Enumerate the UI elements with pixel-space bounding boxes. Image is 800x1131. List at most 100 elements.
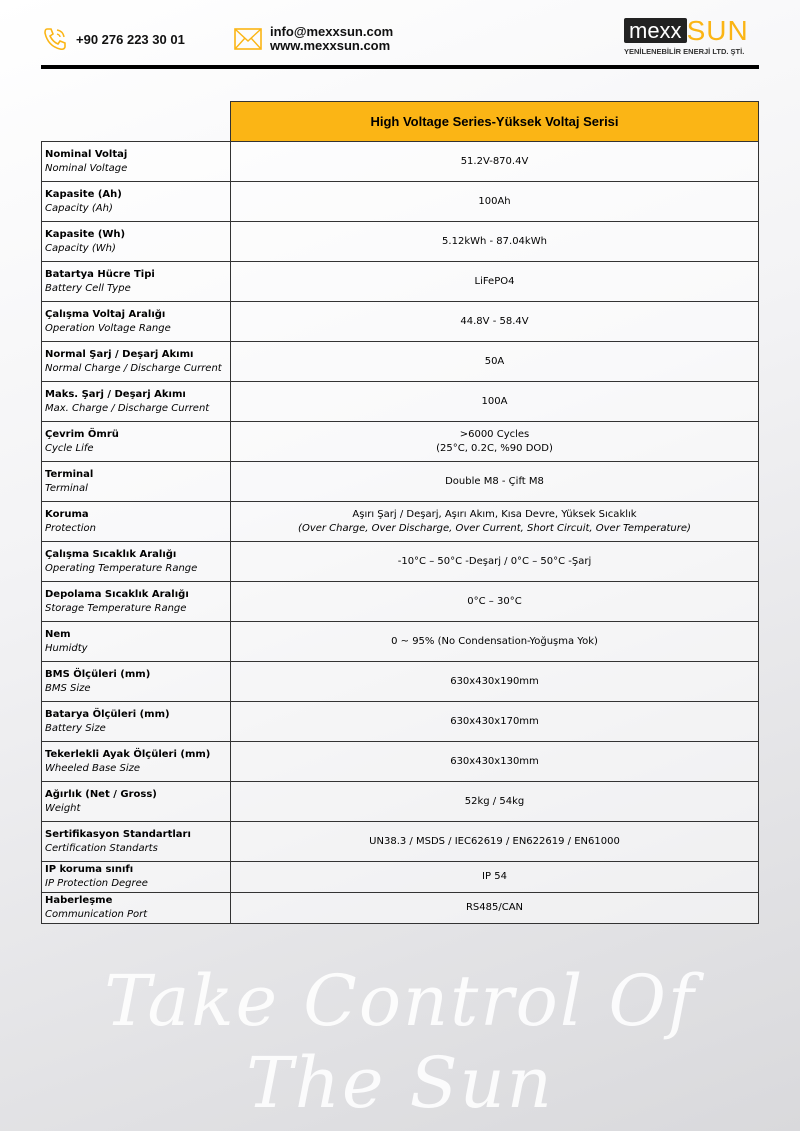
spec-value-cell: 52kg / 54kg [230, 781, 759, 822]
spec-label: Kapasite (Wh) Capacity (Wh) [41, 221, 231, 262]
header: +90 276 223 30 01 info@mexxsun.com www.me… [0, 0, 800, 70]
spec-label: Sertifikasyon Standartları Certification … [41, 821, 231, 862]
spec-value: 630x430x170mm [450, 715, 539, 727]
table-row: Haberleşme Communication Port RS485/CAN [41, 892, 759, 924]
spec-label-en: Normal Charge / Discharge Current [45, 362, 222, 374]
spec-label-en: Nominal Voltage [45, 162, 128, 174]
spec-label: Nominal Voltaj Nominal Voltage [41, 141, 231, 182]
table-row: BMS Ölçüleri (mm) BMS Size 630x430x190mm [41, 661, 759, 702]
phone-number[interactable]: +90 276 223 30 01 [76, 31, 185, 47]
spec-label-tr: Koruma [45, 508, 89, 520]
website[interactable]: www.mexxsun.com [270, 38, 391, 53]
spec-label: Terminal Terminal [41, 461, 231, 502]
spec-value-cell: 100A [230, 381, 759, 422]
spec-value-cell: 630x430x130mm [230, 741, 759, 782]
spec-table: High Voltage Series-Yüksek Voltaj Serisi… [41, 101, 759, 924]
spec-label: Tekerlekli Ayak Ölçüleri (mm) Wheeled Bas… [41, 741, 231, 782]
spec-label-tr: IP koruma sınıfı [45, 864, 134, 875]
spec-value-cell: LiFePO4 [230, 261, 759, 302]
spec-label: Koruma Protection [41, 501, 231, 542]
spec-label-tr: Maks. Şarj / Deşarj Akımı [45, 388, 186, 400]
spec-value: 52kg / 54kg [464, 795, 525, 807]
table-row: Çalışma Voltaj Aralığı Operation Voltage … [41, 301, 759, 342]
spec-value: -10°C – 50°C -Deşarj / 0°C – 50°C -Şarj [397, 555, 592, 567]
spec-value-cell: UN38.3 / MSDS / IEC62619 / EN622619 / EN… [230, 821, 759, 862]
spec-label-en: Wheeled Base Size [45, 762, 141, 774]
table-row: Kapasite (Wh) Capacity (Wh) 5.12kWh - 87.0… [41, 221, 759, 262]
spec-label-en: Protection [45, 522, 96, 534]
spec-value: LiFePO4 [474, 275, 515, 287]
spec-label-tr: Depolama Sıcaklık Aralığı [45, 588, 189, 600]
logo-sun: SUN [686, 15, 749, 46]
spec-label-tr: Sertifikasyon Standartları [45, 828, 191, 840]
spec-label: Nem Humidty [41, 621, 231, 662]
spec-label-tr: Çalışma Sıcaklık Aralığı [45, 548, 177, 560]
spec-label: Batarya Ölçüleri (mm) Battery Size [41, 701, 231, 742]
email[interactable]: info@mexxsun.com [270, 24, 394, 39]
spec-label-en: Max. Charge / Discharge Current [45, 402, 210, 414]
spec-value-cell: 5.12kWh - 87.04kWh [230, 221, 759, 262]
spec-label-tr: Ağırlık (Net / Gross) [45, 788, 157, 800]
table-row: Ağırlık (Net / Gross) Weight 52kg / 54kg [41, 781, 759, 822]
spec-label: Batartya Hücre Tipi Battery Cell Type [41, 261, 231, 302]
table-row: Sertifikasyon Standartları Certification … [41, 821, 759, 862]
spec-label: Maks. Şarj / Deşarj Akımı Max. Charge / D… [41, 381, 231, 422]
spec-label-tr: Kapasite (Wh) [45, 228, 126, 240]
spec-value-detail: (25°C, 0.2C, %90 DOD) [436, 442, 553, 454]
table-row: Batartya Hücre Tipi Battery Cell Type LiFe… [41, 261, 759, 302]
spec-label-tr: Tekerlekli Ayak Ölçüleri (mm) [45, 748, 211, 760]
header-divider [41, 65, 759, 69]
spec-value: 50A [484, 355, 505, 367]
spec-label-en: Capacity (Wh) [45, 242, 116, 254]
spec-value-cell: 630x430x190mm [230, 661, 759, 702]
logo-subtitle: YENİLENEBİLİR ENERJİ LTD. ŞTİ. [624, 47, 745, 56]
spec-label-en: BMS Size [45, 682, 91, 694]
spec-label-tr: Çevrim Ömrü [45, 428, 119, 440]
spec-label-tr: Batartya Hücre Tipi [45, 268, 155, 280]
spec-label-tr: BMS Ölçüleri (mm) [45, 668, 151, 680]
spec-label-en: Operating Temperature Range [45, 562, 198, 574]
spec-label-tr: Normal Şarj / Deşarj Akımı [45, 348, 194, 360]
spec-value-detail: (Over Charge, Over Discharge, Over Curre… [298, 522, 691, 534]
spec-value: 100Ah [478, 195, 511, 207]
spec-label-en: Certification Standarts [45, 842, 158, 854]
spec-label: BMS Ölçüleri (mm) BMS Size [41, 661, 231, 702]
spec-value-cell: 50A [230, 341, 759, 382]
spec-value: 0°C – 30°C [467, 595, 522, 607]
spec-label: Ağırlık (Net / Gross) Weight [41, 781, 231, 822]
table-row: IP koruma sınıfı IP Protection Degree IP 5… [41, 861, 759, 893]
table-row: Tekerlekli Ayak Ölçüleri (mm) Wheeled Bas… [41, 741, 759, 782]
spec-value-cell: RS485/CAN [230, 892, 759, 924]
table-row: Çalışma Sıcaklık Aralığı Operating Temper… [41, 541, 759, 582]
phone-contact: +90 276 223 30 01 [42, 26, 185, 52]
spec-label-tr: Nem [45, 628, 71, 640]
blank-cell [41, 101, 231, 142]
spec-value-cell: 100Ah [230, 181, 759, 222]
spec-label-tr: Çalışma Voltaj Aralığı [45, 308, 166, 320]
spec-label-en: Weight [45, 802, 81, 814]
table-row: Kapasite (Ah) Capacity (Ah) 100Ah [41, 181, 759, 222]
spec-value-cell: 0°C – 30°C [230, 581, 759, 622]
spec-label: Normal Şarj / Deşarj Akımı Normal Charge … [41, 341, 231, 382]
spec-label-en: Battery Size [45, 722, 106, 734]
spec-label-tr: Kapasite (Ah) [45, 188, 122, 200]
spec-label-en: IP Protection Degree [45, 878, 148, 889]
logo: mexx SUN YENİLENEBİLİR ENERJİ LTD. ŞTİ. [624, 15, 749, 56]
spec-label-en: Terminal [45, 482, 88, 494]
spec-value: IP 54 [482, 871, 507, 882]
spec-value-cell: IP 54 [230, 861, 759, 893]
spec-value: 0 ~ 95% (No Condensation-Yoğuşma Yok) [391, 635, 598, 647]
spec-value-cell: 0 ~ 95% (No Condensation-Yoğuşma Yok) [230, 621, 759, 662]
spec-value-cell: Aşırı Şarj / Deşarj, Aşırı Akım, Kısa De… [230, 501, 759, 542]
table-row: Terminal Terminal Double M8 - Çift M8 [41, 461, 759, 502]
spec-label-tr: Haberleşme [45, 895, 113, 906]
spec-value: UN38.3 / MSDS / IEC62619 / EN622619 / EN… [369, 835, 620, 847]
spec-value: Double M8 - Çift M8 [445, 475, 544, 487]
spec-value: 51.2V-870.4V [460, 155, 529, 167]
spec-label: Depolama Sıcaklık Aralığı Storage Tempera… [41, 581, 231, 622]
envelope-icon [234, 28, 262, 50]
table-row: Nem Humidty 0 ~ 95% (No Condensation-Yoğuş… [41, 621, 759, 662]
spec-label: Kapasite (Ah) Capacity (Ah) [41, 181, 231, 222]
phone-icon [44, 28, 66, 51]
